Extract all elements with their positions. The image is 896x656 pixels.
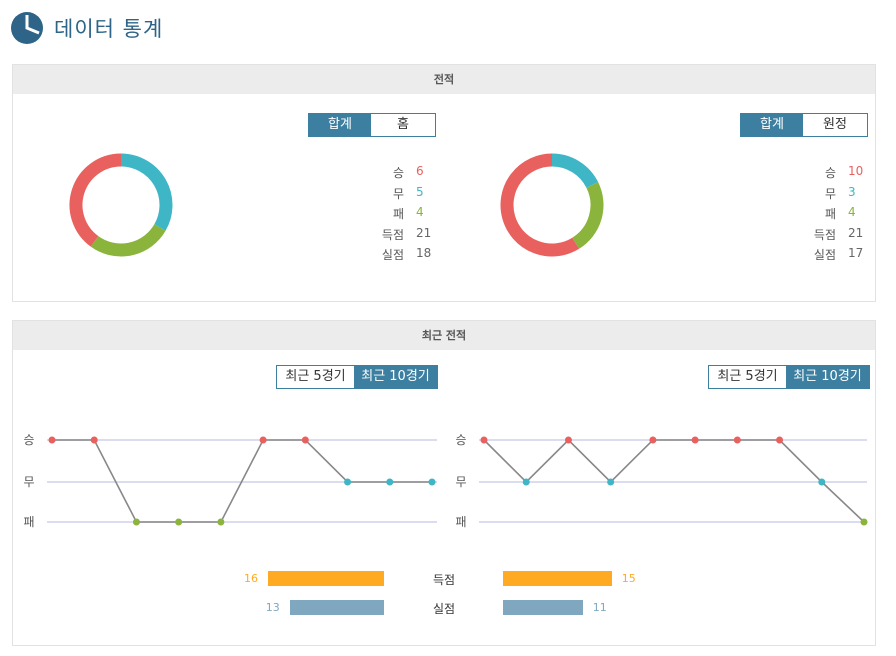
stat-value-draw: 5 [416,184,424,199]
stat-label: 무 [392,186,404,201]
page-title: 데이터 통계 [54,17,164,41]
conceded-bar-left [289,600,384,615]
donut-slice-win-left [69,153,122,247]
y-tick-label-right: 승 [455,433,466,447]
record-tabs-right: 합계 원정 [740,113,868,137]
donut-slice-draw-right [551,153,599,189]
stat-label: 득점 [381,227,404,242]
stat-label: 실점 [381,248,404,262]
donut-slice-loss-left [90,223,166,257]
stat-value-loss: 4 [416,205,424,219]
recent-tabs-right: 최근 5경기 최근 10경기 [708,365,870,389]
form-line-left [52,439,432,523]
donut-slice-draw-left [120,153,173,231]
clock-chart-icon [11,12,43,44]
scored-value-right: 15 [621,572,636,585]
stat-row-scored: 득점 21 [792,226,872,247]
form-point-right [733,436,741,444]
tab-home[interactable]: 홈 [397,117,409,132]
recent-panel-title: 최근 전적 [13,321,875,350]
recent-form-chart-right: 승무패 [455,433,868,529]
conceded-value-left: 13 [265,601,280,614]
stat-row-scored: 득점 21 [360,226,440,247]
stat-label: 무 [824,186,836,201]
stat-label: 패 [824,207,836,221]
stat-value-loss: 4 [848,205,856,219]
scored-label: 득점 [432,573,456,587]
scored-bar-right [503,571,612,586]
page-header: 데이터 통계 [10,8,163,48]
donut-slice-win-right [500,153,580,257]
recent-tabs-left: 최근 5경기 최근 10경기 [276,365,438,389]
stat-value-scored: 21 [416,225,432,240]
y-tick-label-left: 승 [23,433,34,447]
donut-slice-loss-right [571,182,604,249]
scored-bar-left [268,571,384,586]
form-point-right [818,478,826,486]
stat-value-scored: 21 [848,225,864,240]
form-point-left [175,518,183,526]
form-point-right [860,518,868,526]
form-point-right [607,478,615,486]
stat-label: 승 [824,166,836,180]
y-tick-label-left: 패 [23,515,34,529]
stat-row-conceded: 실점 17 [792,246,872,267]
y-tick-label-right: 무 [455,475,466,489]
form-point-right [649,436,657,444]
form-point-right [691,436,699,444]
form-point-left [259,436,267,444]
form-point-right [564,436,572,444]
form-point-left [132,518,140,526]
form-point-right [480,436,488,444]
stat-value-conceded: 18 [416,246,432,260]
stat-value-win: 10 [848,164,864,178]
record-donut-left [69,153,173,257]
tab-last-10-left[interactable]: 최근 10경기 [354,366,437,388]
tab-last-5-left[interactable]: 최근 5경기 [285,369,346,384]
tab-total-left[interactable]: 합계 [309,114,371,136]
form-point-right [522,478,530,486]
form-point-left [90,436,98,444]
stat-label: 승 [392,166,404,180]
stat-label: 득점 [813,227,836,242]
record-donut-right [500,153,604,257]
stat-value-draw: 3 [848,184,856,199]
form-point-left [386,478,394,486]
tab-last-10-right[interactable]: 최근 10경기 [786,366,869,388]
record-panel-title: 전적 [13,65,875,94]
form-line-right [483,438,865,523]
stat-value-conceded: 17 [848,246,864,260]
form-point-left [344,478,352,486]
stat-label: 실점 [813,248,836,262]
form-point-left [301,436,309,444]
form-point-left [428,478,436,486]
conceded-label: 실점 [432,602,456,616]
scored-value-left: 16 [244,572,258,585]
stat-row-win: 승 10 [792,164,872,185]
tab-total-right[interactable]: 합계 [741,114,803,136]
stat-row-conceded: 실점 18 [360,246,440,267]
recent-form-chart-left: 승무패 [23,433,437,529]
stat-value-win: 6 [416,164,424,178]
tab-last-5-right[interactable]: 최근 5경기 [717,369,778,384]
y-tick-label-right: 패 [455,515,466,529]
conceded-value-right: 11 [592,601,607,614]
conceded-bar-right [503,600,583,615]
form-point-right [776,436,784,444]
tab-away[interactable]: 원정 [823,117,847,132]
stat-label: 패 [392,207,404,221]
record-tabs-left: 합계 홈 [308,113,436,137]
y-tick-label-left: 무 [23,475,34,489]
form-point-left [217,518,225,526]
form-point-left [48,436,56,444]
